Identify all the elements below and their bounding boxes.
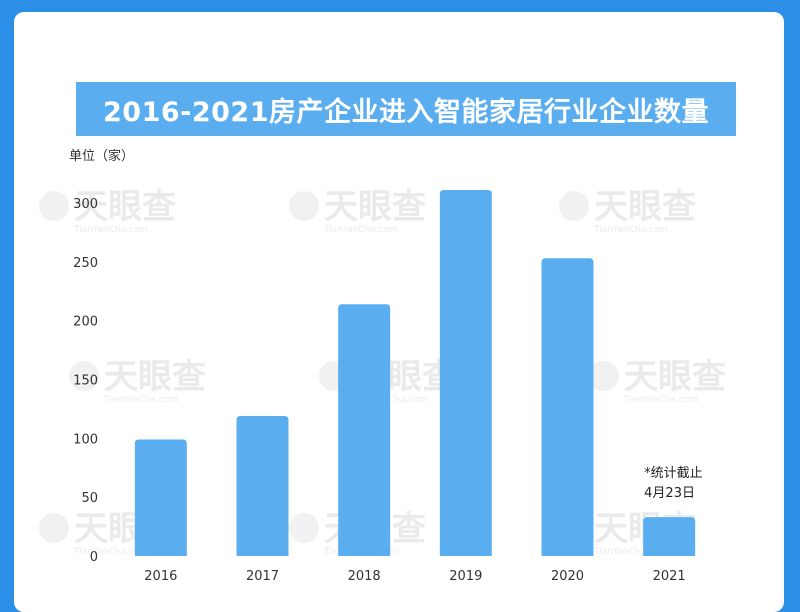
x-tick-label: 2016 bbox=[144, 569, 177, 584]
watermark-subtext: TianYanCha.com bbox=[593, 547, 668, 557]
watermark-eye-icon bbox=[39, 191, 69, 221]
watermark-subtext: TianYanCha.com bbox=[353, 395, 428, 405]
title-banner: 2016-2021房产企业进入智能家居行业企业数量 bbox=[76, 82, 736, 136]
watermark-subtext: TianYanCha.com bbox=[73, 547, 148, 557]
y-tick-label: 250 bbox=[73, 256, 98, 271]
x-tick-label: 2019 bbox=[449, 569, 482, 584]
bar-2016 bbox=[134, 439, 187, 556]
y-axis-ticks: 0 50 100 150 200 250 300 bbox=[73, 197, 98, 565]
annotation-line: *统计截止 bbox=[644, 466, 703, 481]
y-tick-label: 100 bbox=[73, 432, 98, 447]
bars bbox=[134, 190, 696, 556]
bar-2019 bbox=[439, 190, 492, 556]
annotation: *统计截止 4月23日 bbox=[644, 466, 703, 501]
watermark-text: 天眼查 bbox=[324, 187, 426, 227]
watermark-text: 天眼查 bbox=[594, 187, 696, 227]
watermark-eye-icon bbox=[289, 513, 319, 543]
watermark-eye-icon bbox=[589, 361, 619, 391]
watermark-subtext: TianYanCha.com bbox=[103, 395, 178, 405]
watermark-text: 天眼查 bbox=[104, 357, 206, 397]
bar-2017 bbox=[236, 415, 289, 556]
x-tick-label: 2017 bbox=[246, 569, 279, 584]
bar-2020 bbox=[541, 258, 594, 556]
chart-title: 2016-2021房产企业进入智能家居行业企业数量 bbox=[103, 96, 709, 128]
x-tick-label: 2018 bbox=[348, 569, 381, 584]
annotation-line: 4月23日 bbox=[644, 486, 695, 501]
y-tick-label: 200 bbox=[73, 315, 98, 330]
watermark-subtext: TianYanCha.com bbox=[623, 395, 698, 405]
watermark-text: 天眼查 bbox=[74, 187, 176, 227]
watermark-eye-icon bbox=[289, 191, 319, 221]
y-tick-label: 50 bbox=[81, 491, 98, 506]
watermark-text: 天眼查 bbox=[624, 357, 726, 397]
watermark-eye-icon bbox=[39, 513, 69, 543]
y-axis-unit-label: 单位（家） bbox=[69, 148, 134, 164]
watermark-subtext: TianYanCha.com bbox=[323, 225, 398, 235]
watermark-eye-icon bbox=[69, 361, 99, 391]
x-tick-label: 2021 bbox=[653, 569, 686, 584]
x-axis-ticks: 2016 2017 2018 2019 2020 2021 bbox=[144, 569, 685, 584]
bar-2018 bbox=[338, 304, 391, 556]
y-tick-label: 0 bbox=[90, 550, 98, 565]
watermark-eye-icon bbox=[559, 191, 589, 221]
bar-2021 bbox=[643, 517, 696, 556]
y-tick-label: 150 bbox=[73, 374, 98, 389]
y-tick-label: 300 bbox=[73, 197, 98, 212]
watermark-subtext: TianYanCha.com bbox=[593, 225, 668, 235]
x-tick-label: 2020 bbox=[551, 569, 584, 584]
watermark-subtext: TianYanCha.com bbox=[73, 225, 148, 235]
